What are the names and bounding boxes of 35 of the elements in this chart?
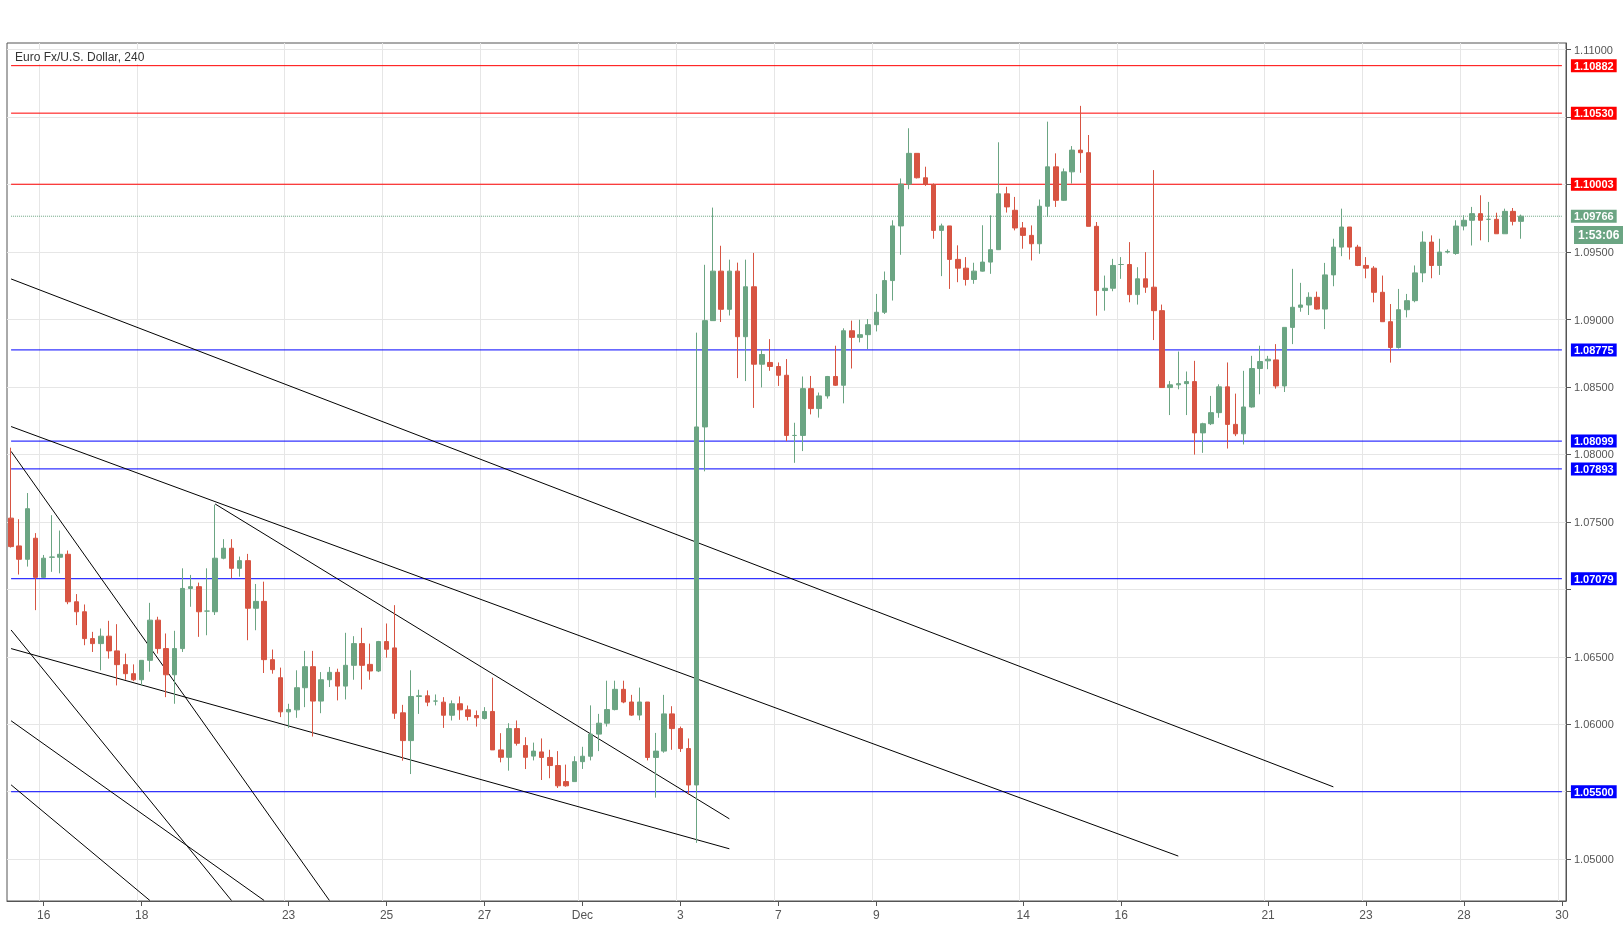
x-tick-label: 25 [379, 908, 394, 922]
text: 1:53:06 [1578, 228, 1620, 242]
x-tick-label: 3 [677, 908, 685, 922]
ref-line-label: 1.07079 [1573, 572, 1614, 585]
y-tick-label: 1.09000 [1574, 313, 1614, 326]
text: Euro Fx/U.S. Dollar, 240 [15, 50, 145, 64]
ref-line-label: 1.09766 [1573, 210, 1614, 223]
x-tick-label: 18 [135, 908, 149, 922]
x-tick-label: Dec [571, 908, 594, 922]
ref-line-label: 1.08775 [1573, 343, 1614, 356]
x-tick-label: 16 [1114, 908, 1129, 922]
ref-line-label: 1.05500 [1573, 785, 1614, 798]
y-tick-label: 1.11000 [1574, 43, 1613, 56]
ref-line-label: 1.07893 [1573, 462, 1614, 475]
y-tick-label: 1.08500 [1574, 381, 1614, 394]
x-tick-label: 9 [872, 908, 880, 922]
y-tick-label: 1.07500 [1574, 515, 1614, 528]
y-tick-label: 1.06500 [1574, 650, 1614, 663]
x-tick-label: 23 [1359, 908, 1374, 922]
x-tick-label: 27 [477, 908, 492, 922]
y-tick-label: 1.08000 [1574, 448, 1614, 461]
y-tick-label: 1.06000 [1574, 718, 1614, 731]
x-tick-label: 16 [37, 908, 51, 922]
ref-line-label: 1.08099 [1573, 435, 1614, 448]
ref-line-label: 1.10003 [1573, 178, 1614, 191]
ref-line-label: 1.10882 [1573, 59, 1614, 72]
ref-line-label: 1.10530 [1573, 107, 1614, 120]
x-tick-label: 23 [281, 908, 296, 922]
y-tick-label: 1.09500 [1574, 246, 1614, 259]
x-tick-label: 30 [1555, 908, 1569, 922]
x-tick-label: 14 [1016, 908, 1031, 922]
x-tick-label: 7 [774, 908, 782, 922]
y-tick-label: 1.05000 [1574, 853, 1614, 866]
x-tick-label: 21 [1261, 908, 1276, 922]
x-tick-label: 28 [1457, 908, 1471, 922]
